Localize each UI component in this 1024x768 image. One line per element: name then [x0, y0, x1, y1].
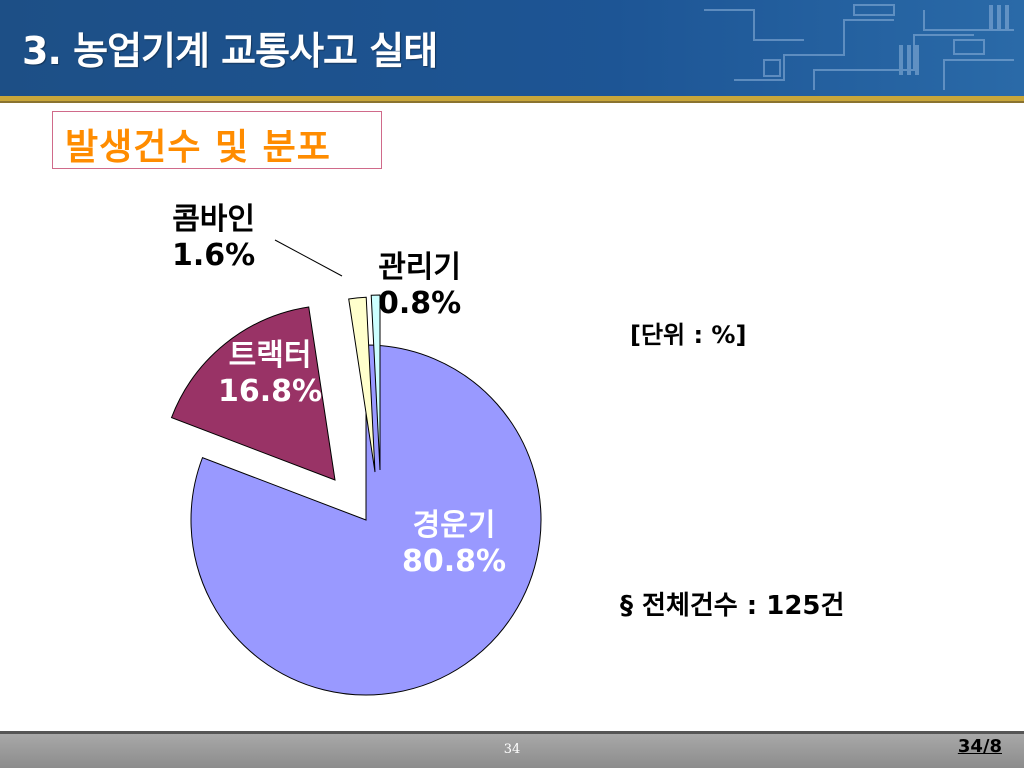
slide-number: 34: [503, 742, 521, 757]
label-tractor-name: 트랙터: [228, 338, 312, 373]
slice-tractor: [170, 306, 336, 481]
label-combine-name: 콤바인: [172, 202, 255, 237]
slice-combine: [348, 296, 376, 473]
label-cultivator: 경운기 80.8%: [402, 508, 506, 580]
circuit-decoration: [704, 4, 1014, 90]
slide-title: 3. 농업기계 교통사고 실태: [22, 29, 438, 73]
page-indicator: 34/8: [957, 736, 1002, 757]
label-tiller-value: 0.8%: [378, 286, 462, 321]
label-combine-value: 1.6%: [172, 238, 256, 273]
slide-footer: 34 34/8: [0, 734, 1024, 768]
slice-tiller: [370, 294, 381, 471]
total-count-note: § 전체건수 : 125건: [620, 591, 845, 621]
slice-cultivator: [190, 344, 542, 696]
label-tractor: 트랙터 16.8%: [218, 338, 322, 410]
leader-line-combine: [274, 239, 343, 277]
label-cultivator-value: 80.8%: [402, 544, 507, 579]
slide-header: 3. 농업기계 교통사고 실태: [0, 0, 1024, 96]
footer-divider: [0, 731, 1024, 734]
section-title-box: 발생건수 및 분포: [52, 111, 382, 169]
pie-chart: 콤바인 1.6% 관리기 0.8% 트랙터 16.8% 경운기 80.8%: [150, 190, 650, 710]
leader-line-tiller: [360, 285, 380, 287]
label-tiller-name: 관리기: [378, 250, 461, 285]
pie-chart-svg: [170, 239, 542, 696]
section-title: 발생건수 및 분포: [65, 127, 331, 168]
label-tractor-value: 16.8%: [218, 374, 323, 409]
header-divider: [0, 96, 1024, 101]
label-combine: 콤바인 1.6%: [172, 202, 255, 274]
header-divider-shadow: [0, 101, 1024, 103]
label-cultivator-name: 경운기: [412, 508, 496, 543]
unit-note: [단위 : %]: [630, 321, 747, 349]
label-tiller: 관리기 0.8%: [378, 250, 461, 322]
